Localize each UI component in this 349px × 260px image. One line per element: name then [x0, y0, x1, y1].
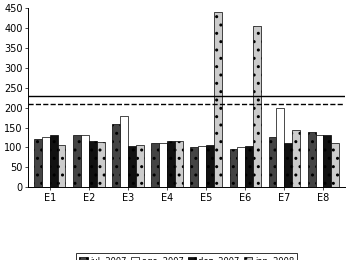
- Bar: [253, 26, 261, 187]
- Bar: [191, 147, 198, 187]
- Bar: [331, 144, 339, 187]
- Bar: [237, 147, 245, 187]
- Bar: [81, 135, 89, 187]
- Bar: [73, 135, 81, 187]
- Bar: [308, 132, 315, 187]
- Bar: [276, 108, 284, 187]
- Bar: [120, 116, 128, 187]
- Bar: [58, 145, 66, 187]
- Bar: [198, 146, 206, 187]
- Bar: [112, 124, 120, 187]
- Bar: [315, 135, 323, 187]
- Bar: [128, 146, 136, 187]
- Bar: [50, 135, 58, 187]
- Bar: [151, 144, 159, 187]
- Bar: [136, 145, 143, 187]
- Bar: [34, 139, 42, 187]
- Bar: [323, 135, 331, 187]
- Bar: [89, 141, 97, 187]
- Bar: [245, 146, 253, 187]
- Bar: [292, 130, 300, 187]
- Bar: [206, 145, 214, 187]
- Bar: [167, 141, 175, 187]
- Bar: [230, 150, 237, 187]
- Legend: jul. 2007, ago. 2007, dez. 2007, jan. 2008: jul. 2007, ago. 2007, dez. 2007, jan. 20…: [76, 253, 297, 260]
- Bar: [42, 138, 50, 187]
- Bar: [159, 144, 167, 187]
- Bar: [269, 138, 276, 187]
- Bar: [175, 141, 183, 187]
- Bar: [97, 142, 105, 187]
- Bar: [214, 12, 222, 187]
- Bar: [284, 144, 292, 187]
